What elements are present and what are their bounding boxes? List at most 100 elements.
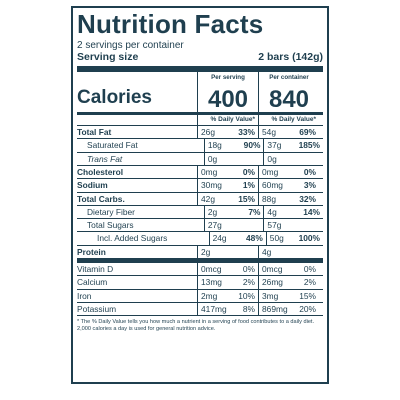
- nutrient-row: Incl. Added Sugars 24g 48% 50g 100%: [77, 232, 323, 246]
- calories-per-container: 840: [268, 86, 310, 114]
- serving-daily-value: 15%: [238, 193, 255, 204]
- container-cell: 0mcg 0%: [258, 263, 319, 276]
- container-cell: 50g 100%: [265, 232, 323, 245]
- thick-divider: [77, 66, 323, 73]
- daily-value-header-container: % Daily Value*: [258, 115, 319, 126]
- nutrient-row: Sodium 30mg 1% 60mg 3%: [77, 179, 323, 193]
- container-amount: 4g: [262, 246, 272, 257]
- container-daily-value: 20%: [299, 303, 316, 314]
- container-daily-value: 14%: [303, 206, 320, 217]
- calories-row: Calories Per serving 400 Per container 8…: [77, 72, 323, 116]
- nutrition-facts-label: Nutrition Facts 2 servings per container…: [71, 6, 329, 384]
- serving-size-label: Serving size: [77, 51, 139, 63]
- nutrient-name: Vitamin D: [77, 263, 197, 275]
- serving-cell: 42g 15%: [197, 192, 258, 205]
- container-daily-value: 32%: [299, 193, 316, 204]
- daily-value-header-serving: % Daily Value*: [197, 115, 258, 126]
- container-amount: 50g: [269, 233, 284, 244]
- per-container-column-head: Per container 840: [258, 72, 319, 114]
- serving-cell: 18g 90%: [203, 139, 264, 152]
- nutrient-name: Protein: [77, 246, 197, 258]
- nutrient-row: Saturated Fat 18g 90% 37g 185%: [77, 139, 323, 153]
- container-amount: 57g: [267, 220, 282, 231]
- serving-cell: 27g: [203, 219, 264, 232]
- per-container-header: Per container: [269, 74, 309, 82]
- container-cell: 26mg 2%: [258, 276, 319, 289]
- serving-daily-value: 0%: [242, 264, 255, 275]
- serving-amount: 2g: [201, 246, 211, 257]
- nutrient-name-text: Cholesterol: [77, 166, 124, 177]
- nutrient-name: Incl. Added Sugars: [77, 232, 209, 244]
- nutrient-name: Trans Fat: [77, 153, 204, 165]
- container-cell: 88g 32%: [258, 192, 319, 205]
- nutrient-name: Calcium: [77, 276, 197, 288]
- serving-daily-value: 2%: [242, 277, 255, 288]
- container-amount: 26mg: [262, 277, 283, 288]
- nutrient-row: Total Carbs. 42g 15% 88g 32%: [77, 192, 323, 206]
- calories-label: Calories: [77, 87, 152, 109]
- per-serving-header: Per serving: [211, 74, 245, 82]
- container-cell: 0mg 0%: [258, 165, 319, 179]
- container-cell: 57g: [263, 219, 323, 232]
- footnote: * The % Daily Value tells you how much a…: [77, 319, 315, 333]
- serving-amount: 42g: [201, 193, 215, 204]
- serving-daily-value: 1%: [242, 180, 255, 191]
- container-amount: 0g: [267, 153, 277, 164]
- container-daily-value: 185%: [298, 140, 320, 151]
- serving-daily-value: 7%: [248, 206, 261, 217]
- nutrient-name: Saturated Fat: [77, 139, 204, 151]
- container-amount: 0mcg: [262, 264, 283, 275]
- serving-amount: 13mg: [201, 277, 222, 288]
- nutrient-row: Cholesterol 0mg 0% 0mg 0%: [77, 165, 323, 180]
- container-amount: 0mg: [262, 166, 279, 177]
- daily-value-header-row: % Daily Value* % Daily Value*: [77, 115, 323, 127]
- serving-daily-value: 33%: [238, 127, 255, 138]
- serving-cell: 30mg 1%: [197, 179, 258, 192]
- serving-daily-value: 8%: [242, 303, 255, 314]
- vitamin-list: Vitamin D 0mcg 0% 0mcg 0% Calcium 13mg 2% 26mg 2%…: [77, 263, 323, 317]
- label-title: Nutrition Facts: [77, 9, 264, 39]
- nutrient-name-text: Iron: [77, 290, 92, 301]
- nutrient-name-text: Total Fat: [77, 127, 112, 138]
- serving-amount: 18g: [207, 140, 222, 151]
- serving-cell: 2g 7%: [203, 205, 264, 219]
- serving-cell: 13mg 2%: [197, 276, 258, 289]
- serving-amount: 30mg: [201, 180, 222, 191]
- nutrient-name-text: Incl. Added Sugars: [97, 233, 168, 244]
- nutrient-name-text: Vitamin D: [77, 264, 114, 275]
- servings-per-container: 2 servings per container: [77, 40, 184, 51]
- serving-size-row: Serving size 2 bars (142g): [77, 51, 323, 63]
- container-cell: 37g 185%: [263, 139, 323, 152]
- serving-amount: 0mg: [201, 166, 218, 177]
- nutrient-name-text: Total Carbs.: [77, 193, 125, 204]
- serving-cell: 24g 48%: [208, 232, 266, 245]
- container-daily-value: 69%: [299, 127, 316, 138]
- nutrient-name: Iron: [77, 290, 197, 302]
- daily-value-spacer: [77, 115, 197, 125]
- serving-cell: 0mcg 0%: [197, 263, 258, 276]
- serving-amount: 2mg: [201, 290, 218, 301]
- nutrient-name: Cholesterol: [77, 166, 197, 178]
- nutrient-name-text: Protein: [77, 246, 106, 257]
- container-cell: 3mg 15%: [258, 289, 319, 302]
- container-amount: 88g: [262, 193, 276, 204]
- serving-amount: 24g: [212, 233, 227, 244]
- container-amount: 60mg: [262, 180, 283, 191]
- nutrient-row: Iron 2mg 10% 3mg 15%: [77, 289, 323, 303]
- serving-daily-value: 0%: [242, 166, 255, 177]
- nutrient-name: Sodium: [77, 179, 197, 191]
- nutrient-row: Total Sugars 27g 57g: [77, 219, 323, 233]
- serving-daily-value: 10%: [238, 290, 255, 301]
- nutrient-name-text: Dietary Fiber: [87, 206, 135, 217]
- nutrient-name: Potassium: [77, 303, 197, 315]
- container-cell: 60mg 3%: [258, 179, 319, 192]
- nutrient-row: Potassium 417mg 8% 869mg 20%: [77, 302, 323, 317]
- nutrient-name-text: Potassium: [77, 303, 117, 314]
- serving-cell: 2mg 10%: [197, 289, 258, 302]
- container-amount: 3mg: [262, 290, 279, 301]
- container-amount: 4g: [267, 206, 277, 217]
- container-daily-value: 3%: [303, 180, 316, 191]
- nutrient-name-text: Saturated Fat: [87, 140, 138, 151]
- serving-cell: 0mg 0%: [197, 165, 258, 179]
- serving-cell: 417mg 8%: [197, 302, 258, 316]
